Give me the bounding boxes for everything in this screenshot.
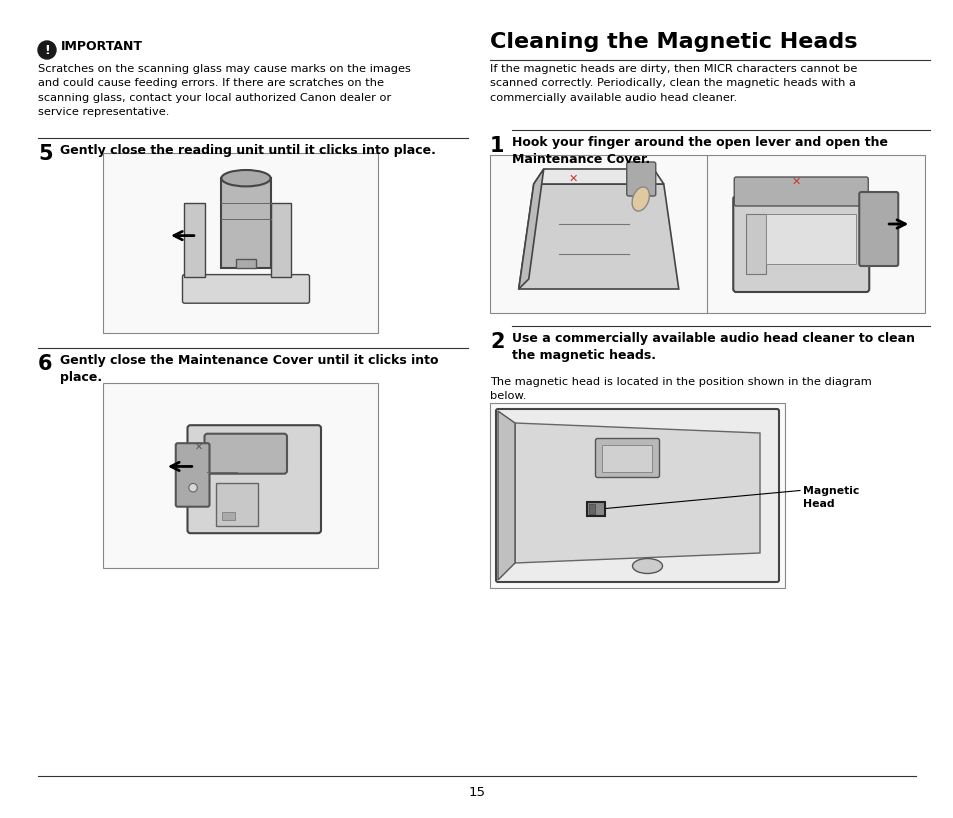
Text: 6: 6 <box>38 354 52 374</box>
Bar <box>745 214 765 274</box>
Bar <box>221 178 271 268</box>
FancyBboxPatch shape <box>204 434 287 474</box>
Text: Magnetic
Head: Magnetic Head <box>802 486 859 509</box>
FancyBboxPatch shape <box>182 275 309 303</box>
Bar <box>589 504 595 514</box>
Bar <box>103 383 377 568</box>
Text: ✕: ✕ <box>791 177 801 187</box>
FancyBboxPatch shape <box>595 438 659 478</box>
Text: 1: 1 <box>490 136 504 156</box>
Text: ✕: ✕ <box>569 174 578 184</box>
Polygon shape <box>518 184 678 289</box>
Text: If the magnetic heads are dirty, then MICR characters cannot be
scanned correctl: If the magnetic heads are dirty, then MI… <box>490 64 857 103</box>
FancyBboxPatch shape <box>859 192 898 266</box>
Text: 2: 2 <box>490 332 504 352</box>
Ellipse shape <box>632 559 661 573</box>
FancyBboxPatch shape <box>733 196 868 292</box>
Bar <box>103 153 377 333</box>
FancyBboxPatch shape <box>626 162 655 196</box>
Bar <box>271 203 291 276</box>
Bar <box>184 203 205 276</box>
Bar <box>490 155 924 313</box>
Ellipse shape <box>221 170 271 187</box>
Polygon shape <box>533 169 663 184</box>
Bar <box>236 258 255 268</box>
Text: !: ! <box>44 43 50 56</box>
Text: The magnetic head is located in the position shown in the diagram
below.: The magnetic head is located in the posi… <box>490 377 871 402</box>
Polygon shape <box>518 169 543 289</box>
Text: Use a commercially available audio head cleaner to clean
the magnetic heads.: Use a commercially available audio head … <box>512 332 914 362</box>
Text: Gently close the reading unit until it clicks into place.: Gently close the reading unit until it c… <box>60 144 436 157</box>
Text: Gently close the Maintenance Cover until it clicks into
place.: Gently close the Maintenance Cover until… <box>60 354 438 384</box>
FancyBboxPatch shape <box>734 177 867 206</box>
Polygon shape <box>497 411 515 580</box>
Ellipse shape <box>632 187 649 211</box>
Bar <box>222 511 234 520</box>
Polygon shape <box>515 423 760 563</box>
Bar <box>215 483 258 526</box>
Text: Cleaning the Magnetic Heads: Cleaning the Magnetic Heads <box>490 32 857 52</box>
Text: Hook your finger around the open lever and open the
Maintenance Cover.: Hook your finger around the open lever a… <box>512 136 887 166</box>
Text: Scratches on the scanning glass may cause marks on the images
and could cause fe: Scratches on the scanning glass may caus… <box>38 64 411 117</box>
Ellipse shape <box>189 483 197 492</box>
Bar <box>602 444 652 471</box>
Text: 5: 5 <box>38 144 52 164</box>
Text: ✕: ✕ <box>194 442 203 452</box>
FancyBboxPatch shape <box>175 443 210 506</box>
Bar <box>765 214 856 264</box>
Text: 15: 15 <box>468 786 485 799</box>
Circle shape <box>38 41 56 59</box>
Bar <box>587 501 605 515</box>
Bar <box>490 403 784 588</box>
FancyBboxPatch shape <box>188 425 320 533</box>
FancyBboxPatch shape <box>496 409 779 582</box>
Text: IMPORTANT: IMPORTANT <box>61 41 143 53</box>
